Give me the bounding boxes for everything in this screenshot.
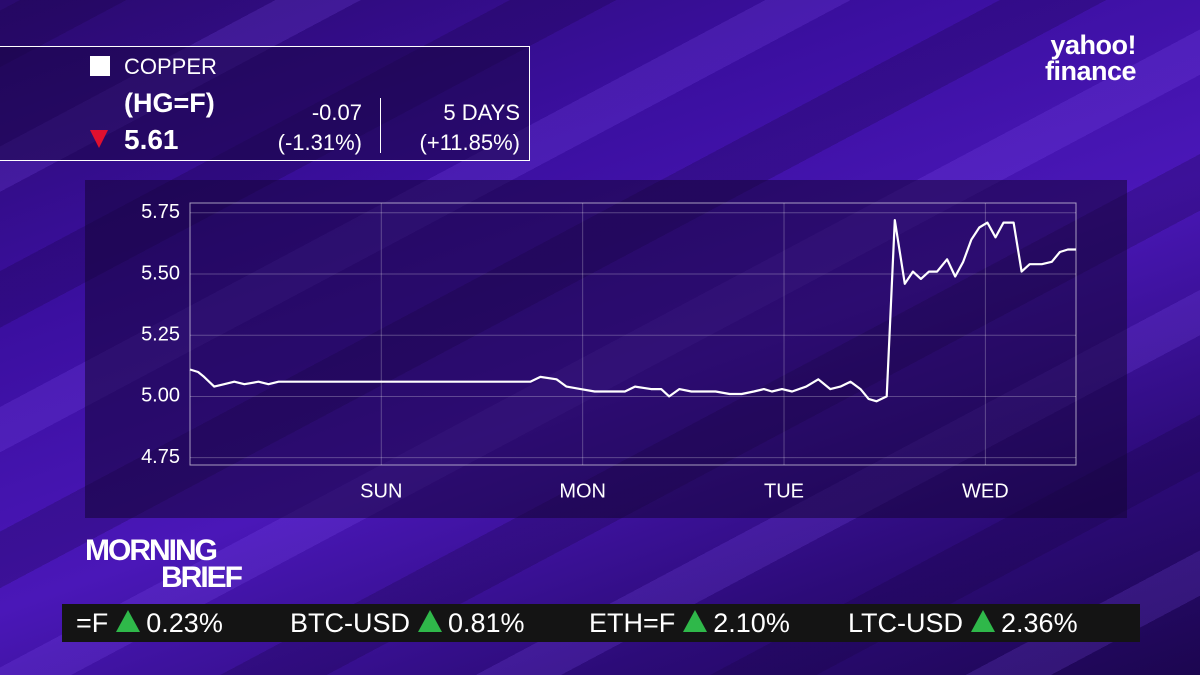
separator (380, 98, 381, 153)
ticker-item: LTC-USD 2.36% (848, 608, 1078, 639)
ticker-change: 2.36% (1001, 608, 1078, 638)
x-tick-label: TUE (764, 480, 804, 502)
price-line (189, 219, 1076, 403)
x-tick-label: SUN (360, 480, 402, 502)
legend-square (90, 56, 110, 76)
y-tick-label: 5.25 (141, 324, 180, 346)
ticker-item: =F 0.23% (76, 608, 223, 639)
y-tick-label: 4.75 (141, 446, 180, 468)
ticker-change: 2.10% (713, 608, 790, 638)
up-arrow (971, 610, 996, 632)
logo-line: finance (1044, 56, 1137, 86)
change: -0.07 (311, 100, 362, 125)
show-title: BRIEF (161, 561, 243, 594)
x-tick-label: WED (962, 480, 1009, 502)
y-tick-label: 5.75 (141, 201, 180, 223)
up-arrow (116, 610, 141, 632)
ticker-change: 0.23% (146, 608, 223, 638)
plot-frame (189, 202, 1077, 466)
asset-name: COPPER (124, 54, 217, 79)
price: 5.61 (124, 124, 179, 155)
quote-box (0, 46, 530, 161)
y-tick-label: 5.50 (141, 262, 180, 284)
show-title: MORNING (85, 534, 218, 567)
x-tick-label: MON (559, 480, 606, 502)
ticker-change: 0.81% (448, 608, 525, 638)
ticker-symbol: LTC-USD (848, 608, 964, 638)
ticker-bar: =F 0.23% BTC-USD 0.81% ETH=F 2.10% LTC-USD 2.36… (62, 604, 1140, 642)
period-change: (+11.85%) (419, 130, 520, 155)
up-arrow (683, 610, 708, 632)
ticker-symbol: BTC-USD (290, 608, 410, 638)
logo-line: yahoo! (1050, 30, 1136, 60)
ticker-item: BTC-USD 0.81% (290, 608, 525, 639)
logo: yahoo! finance (1044, 30, 1137, 86)
ticker-symbol: =F (76, 608, 109, 638)
up-arrow (418, 610, 442, 632)
ticker-symbol: ETH=F (589, 608, 676, 638)
ticker-item: ETH=F 2.10% (589, 608, 790, 639)
y-tick-label: 5.00 (141, 385, 180, 407)
asset-symbol: (HG=F) (124, 88, 215, 118)
change-pct: (-1.31%) (277, 130, 362, 155)
chart-panel (85, 180, 1127, 518)
period: 5 DAYS (443, 100, 520, 125)
down-arrow (90, 130, 108, 148)
